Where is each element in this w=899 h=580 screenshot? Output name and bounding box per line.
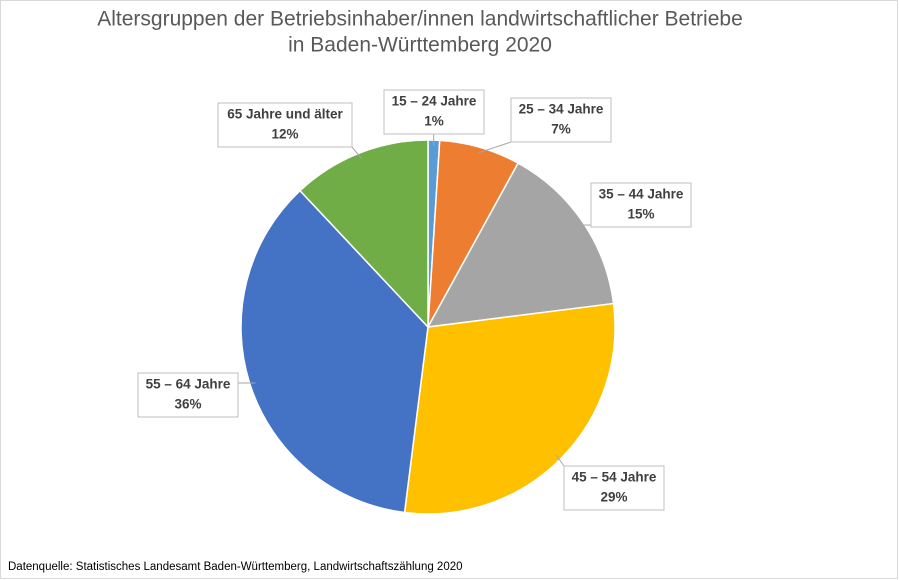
leader-line [555,454,565,467]
slice-label: 45 – 54 Jahre [572,470,657,485]
slice-label: 25 – 34 Jahre [519,102,604,117]
leader-line [478,141,512,154]
label-box [510,97,612,143]
label-box [217,102,353,148]
slice-label: 35 – 44 Jahre [599,187,684,202]
value-label: 7% [551,122,571,137]
value-label: 29% [600,490,627,505]
label-box [137,372,239,418]
source-note: Datenquelle: Statistisches Landesamt Bad… [8,561,463,573]
pie-slice [403,302,616,515]
value-label: 15% [627,207,654,222]
label-box [563,465,665,511]
value-label: 12% [271,127,298,142]
pie-slice [240,189,429,514]
leader-line [351,146,362,159]
label-box [383,89,485,135]
chart-title: Altersgruppen der Betriebsinhaber/innen … [97,8,743,31]
pie-slice [426,162,615,328]
slice-label: 15 – 24 Jahre [392,94,477,109]
slice-label: 55 – 64 Jahre [146,377,231,392]
value-label: 36% [174,397,201,412]
label-box [590,182,692,228]
slice-label: 65 Jahre und älter [227,107,343,122]
chart-title: in Baden-Württemberg 2020 [288,34,552,57]
value-label: 1% [424,114,444,129]
pie-slice [298,139,429,329]
